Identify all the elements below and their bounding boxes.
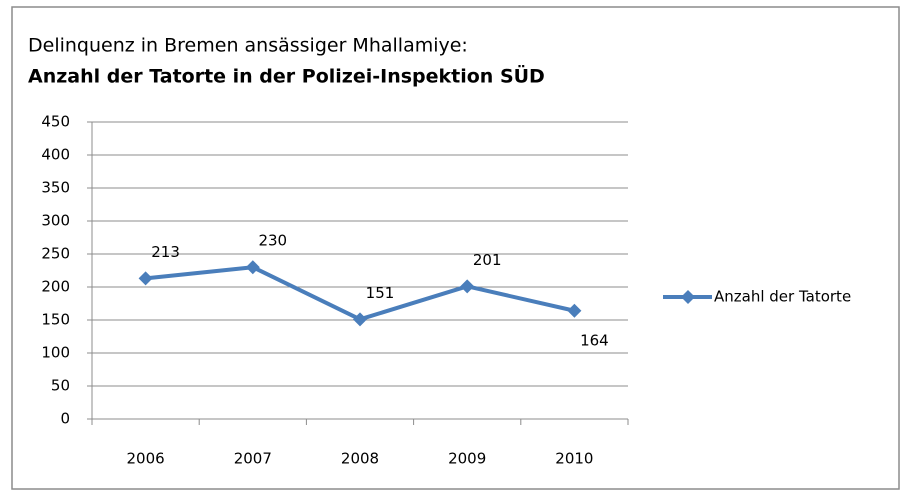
- chart-title: Delinquenz in Bremen ansässiger Mhallami…: [28, 35, 468, 57]
- legend-marker: [681, 290, 695, 304]
- y-tick-label: 300: [41, 212, 70, 230]
- x-tick-label: 2008: [341, 450, 379, 468]
- data-label: 164: [580, 331, 609, 349]
- y-tick-label: 150: [41, 311, 70, 329]
- y-tick-label: 350: [41, 179, 70, 197]
- data-point: [567, 303, 582, 318]
- y-tick-label: 450: [41, 113, 70, 131]
- legend-label: Anzahl der Tatorte: [714, 288, 851, 306]
- data-point: [245, 260, 260, 275]
- x-tick-label: 2009: [448, 450, 486, 468]
- data-label: 201: [473, 251, 502, 269]
- y-tick-label: 400: [41, 146, 70, 164]
- data-label: 230: [258, 232, 287, 250]
- data-label: 213: [151, 243, 180, 261]
- data-label: 151: [366, 284, 395, 302]
- x-tick-label: 2006: [127, 450, 165, 468]
- y-tick-label: 250: [41, 245, 70, 263]
- data-point: [460, 279, 475, 294]
- y-tick-label: 0: [60, 410, 70, 428]
- data-point: [138, 271, 153, 286]
- y-tick-label: 100: [41, 344, 70, 362]
- chart-border: [11, 6, 900, 490]
- x-tick-label: 2007: [234, 450, 272, 468]
- x-tick-label: 2010: [555, 450, 593, 468]
- y-tick-label: 200: [41, 278, 70, 296]
- chart-subtitle: Anzahl der Tatorte in der Polizei-Inspek…: [28, 64, 545, 88]
- y-tick-label: 50: [51, 377, 70, 395]
- data-point: [353, 312, 367, 327]
